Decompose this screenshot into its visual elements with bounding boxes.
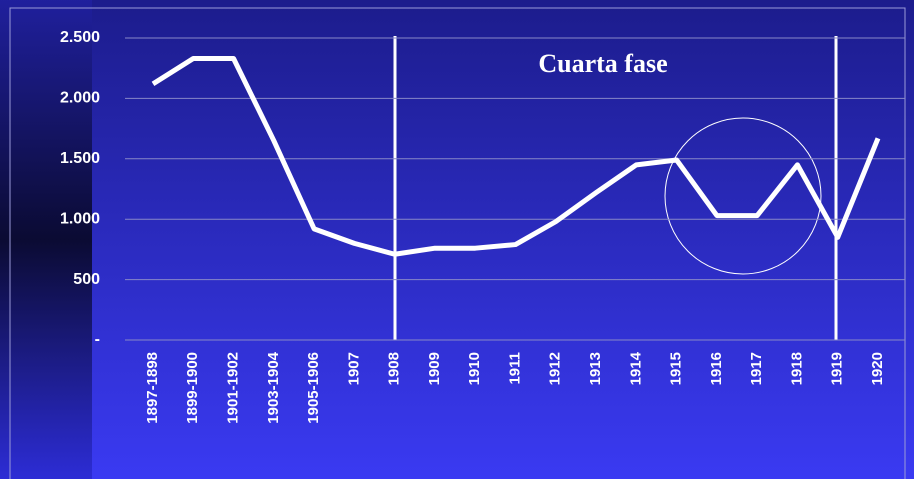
y-tick-label: - (95, 331, 100, 348)
x-tick-label: 1903-1904 (265, 351, 282, 423)
x-tick-label: 1920 (869, 352, 886, 385)
x-tick-label: 1901-1902 (225, 352, 242, 424)
x-tick-label: 1907 (345, 352, 362, 385)
x-tick-label: 1913 (587, 352, 604, 385)
x-tick-label: 1915 (668, 352, 685, 385)
y-tick-label: 1.000 (60, 210, 100, 227)
x-tick-label: 1919 (829, 352, 846, 385)
x-tick-label: 1916 (708, 352, 725, 385)
side-strip (0, 0, 92, 479)
highlight-circle (664, 117, 822, 275)
y-tick-label: 500 (73, 271, 100, 288)
frame (9, 7, 906, 479)
y-tick-label: 2.000 (60, 90, 100, 107)
x-tick-label: 1911 (506, 352, 523, 385)
x-tick-label: 1912 (547, 352, 564, 385)
y-tick-label: 1.500 (60, 150, 100, 167)
annotation: Cuarta fase (538, 49, 667, 78)
x-tick-label: 1905-1906 (305, 352, 322, 424)
x-tick-label: 1914 (627, 351, 644, 385)
x-tick-label: 1917 (748, 352, 765, 385)
x-tick-label: 1897-1898 (144, 352, 161, 424)
x-tick-label: 1908 (386, 352, 403, 385)
x-tick-label: 1910 (466, 352, 483, 385)
data-line (151, 56, 881, 257)
y-tick-label: 2.500 (60, 29, 100, 46)
x-tick-label: 1899-1900 (184, 352, 201, 424)
x-tick-label: 1918 (788, 352, 805, 385)
x-tick-label: 1909 (426, 352, 443, 385)
